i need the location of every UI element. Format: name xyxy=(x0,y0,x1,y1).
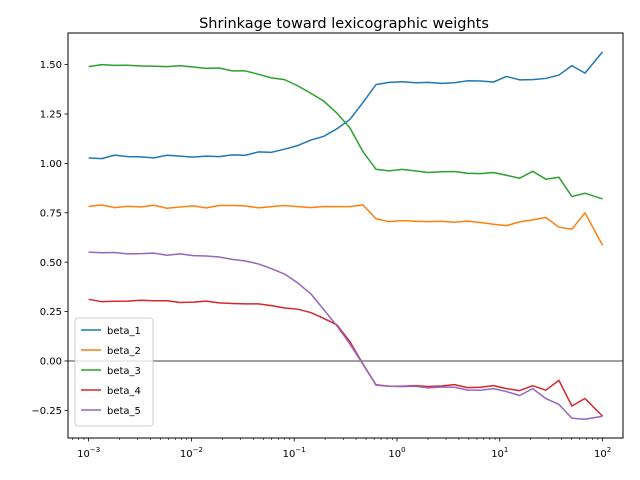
legend-label-3: beta_3 xyxy=(107,366,141,377)
legend-box xyxy=(74,317,154,427)
y-axis: −0.25 0.00 0.25 0.50 0.75 1.00 1.25 1.50 xyxy=(31,60,68,417)
legend-label-4: beta_4 xyxy=(107,386,141,397)
plot-background xyxy=(68,33,623,438)
legend: beta_1 beta_2 beta_3 beta_4 beta_5 xyxy=(74,317,154,427)
chart-title: Shrinkage toward lexicographic weights xyxy=(199,16,489,32)
y-tick-label: 0.00 xyxy=(40,357,62,368)
x-axis: 10−3 10−2 10−1 100 101 102 xyxy=(72,438,611,460)
series-line-1 xyxy=(88,51,604,160)
x-tick-label: 10−3 xyxy=(77,446,100,460)
x-tick-label: 10−1 xyxy=(283,446,306,460)
y-tick-label: 0.25 xyxy=(40,307,62,318)
y-tick-label: 1.50 xyxy=(40,60,62,71)
plot-frame xyxy=(67,32,624,439)
series-line-2 xyxy=(88,204,604,246)
x-tick-label: 101 xyxy=(491,446,508,460)
y-tick-label: −0.25 xyxy=(31,406,62,417)
plot-area xyxy=(68,33,623,438)
x-tick-label: 100 xyxy=(388,446,405,460)
x-tick-label: 10−2 xyxy=(180,446,203,460)
legend-label-2: beta_2 xyxy=(107,346,141,357)
series-line-4 xyxy=(88,298,604,417)
y-tick-label: 0.50 xyxy=(40,258,62,269)
series-line-3 xyxy=(88,63,603,200)
y-tick-label: 0.75 xyxy=(40,208,62,219)
x-tick-label: 102 xyxy=(594,446,611,460)
legend-label-5: beta_5 xyxy=(107,406,141,417)
y-tick-label: 1.25 xyxy=(40,110,62,121)
y-tick-label: 1.00 xyxy=(40,159,62,170)
series-line-5 xyxy=(88,251,603,420)
series-lines xyxy=(88,51,604,420)
legend-label-1: beta_1 xyxy=(107,326,141,337)
